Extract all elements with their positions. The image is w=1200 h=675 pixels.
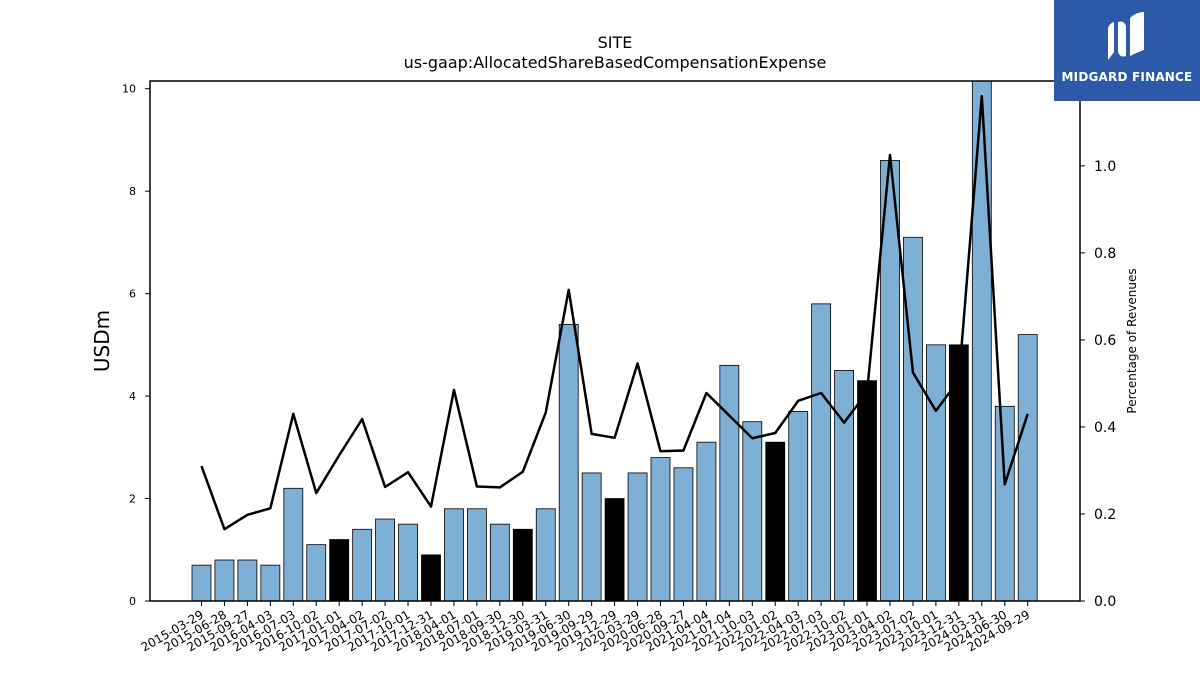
bar — [444, 508, 464, 602]
bar — [581, 472, 602, 602]
y-tick-label: 6 — [129, 288, 136, 301]
chart-title: SITE — [598, 33, 633, 52]
bar — [742, 421, 763, 602]
y-right-tick-label: 0.0 — [1094, 594, 1116, 610]
y-tick-label: 2 — [129, 493, 136, 506]
y-axis-label-left: USDm — [90, 310, 114, 372]
logo-text: MIDGARD FINANCE — [1061, 70, 1193, 84]
bar — [421, 554, 441, 602]
bar — [283, 487, 304, 602]
bar — [765, 441, 786, 602]
right-axis: 0.0 0.2 0.4 0.6 0.8 1.0 — [1080, 159, 1116, 610]
y-axis-label-right: Percentage of Revenues — [1125, 268, 1139, 413]
bar — [627, 472, 648, 602]
bar — [260, 564, 281, 602]
bar — [673, 467, 694, 602]
bar — [558, 323, 579, 602]
bar — [375, 518, 396, 602]
y-right-tick-label: 0.8 — [1094, 246, 1116, 262]
midgard-logo-icon — [1108, 12, 1144, 60]
bar — [398, 523, 418, 602]
bar — [214, 559, 235, 602]
chart-subtitle: us-gaap:AllocatedShareBasedCompensationE… — [404, 53, 827, 72]
bar — [834, 370, 854, 602]
y-right-tick-label: 0.4 — [1094, 420, 1116, 436]
bar — [811, 303, 832, 602]
bar — [191, 564, 212, 602]
bar — [352, 528, 373, 602]
x-axis: 2015-03-292015-06-282015-09-272016-04-03… — [139, 601, 1032, 654]
bar — [696, 441, 717, 602]
bar — [1017, 334, 1038, 602]
y-tick-label: 8 — [129, 185, 136, 198]
line-layer — [200, 94, 1029, 531]
bar — [994, 405, 1015, 602]
brand-logo: MIDGARD FINANCE — [1054, 0, 1200, 101]
bar — [788, 411, 809, 602]
bar — [948, 344, 969, 602]
bar — [971, 80, 992, 602]
bar — [604, 498, 625, 602]
bar — [306, 544, 327, 602]
bar — [466, 508, 487, 602]
y-right-tick-label: 0.2 — [1094, 507, 1116, 523]
y-tick-label: 10 — [122, 83, 136, 96]
bar — [719, 364, 740, 602]
bar — [535, 508, 556, 602]
series-line — [200, 94, 1029, 531]
y-tick-label: 0 — [129, 595, 136, 608]
y-tick-label: 4 — [129, 390, 136, 403]
bar — [489, 523, 510, 602]
bar — [926, 344, 946, 602]
y-right-tick-label: 0.6 — [1094, 333, 1116, 349]
bar — [903, 236, 923, 602]
bar — [650, 457, 671, 602]
left-axis: 0 2 4 6 8 10 — [122, 83, 150, 608]
bar — [512, 528, 533, 602]
bar — [857, 380, 877, 602]
bars-layer — [191, 80, 1038, 602]
y-right-tick-label: 1.0 — [1094, 159, 1116, 175]
bar — [329, 539, 350, 602]
bar — [237, 559, 258, 602]
